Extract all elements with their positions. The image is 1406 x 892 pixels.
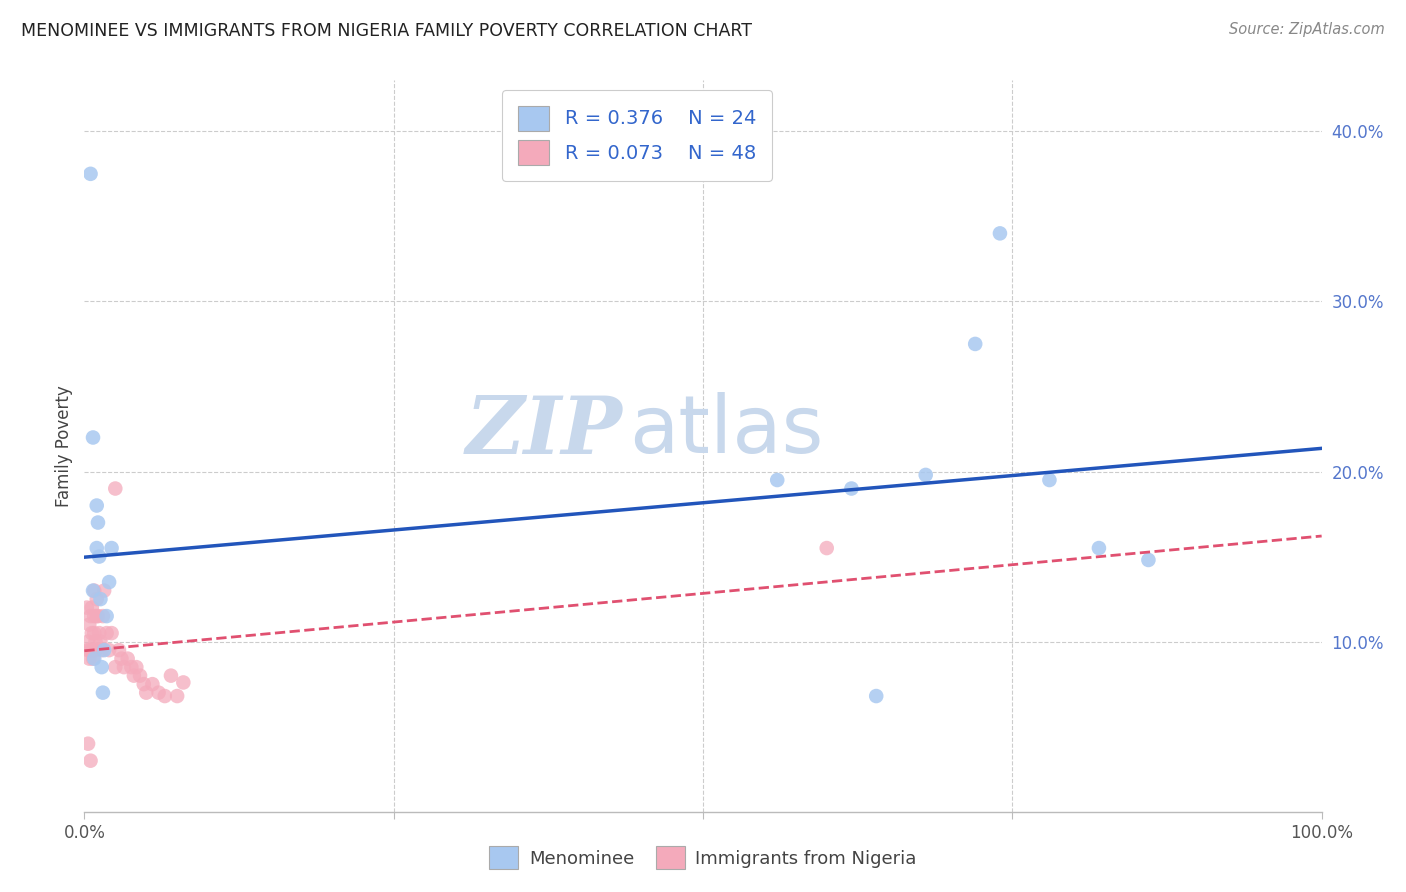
Point	[1137, 553, 1160, 567]
Text: Source: ZipAtlas.com: Source: ZipAtlas.com	[1229, 22, 1385, 37]
Point	[79, 609, 101, 624]
Point	[86, 609, 108, 624]
Point	[100, 626, 122, 640]
Point	[1038, 473, 1060, 487]
Point	[104, 660, 127, 674]
Legend: R = 0.376    N = 24, R = 0.073    N = 48: R = 0.376 N = 24, R = 0.073 N = 48	[502, 90, 772, 181]
Point	[766, 473, 789, 487]
Point	[89, 626, 111, 640]
Point	[91, 609, 114, 624]
Point	[815, 541, 838, 555]
Point	[988, 227, 1011, 241]
Point	[160, 668, 183, 682]
Text: atlas: atlas	[628, 392, 823, 470]
Point	[166, 689, 188, 703]
Point	[87, 516, 110, 530]
Point	[79, 651, 101, 665]
Point	[82, 583, 104, 598]
Point	[108, 643, 131, 657]
Point	[112, 660, 135, 674]
Point	[125, 660, 148, 674]
Point	[914, 467, 936, 482]
Y-axis label: Family Poverty: Family Poverty	[55, 385, 73, 507]
Point	[86, 592, 108, 607]
Point	[90, 643, 112, 657]
Point	[79, 754, 101, 768]
Point	[132, 677, 155, 691]
Point	[148, 686, 170, 700]
Point	[83, 626, 105, 640]
Point	[865, 689, 887, 703]
Point	[117, 651, 139, 665]
Point	[172, 675, 194, 690]
Point	[82, 430, 104, 444]
Point	[77, 634, 100, 648]
Point	[89, 634, 111, 648]
Point	[135, 686, 157, 700]
Point	[120, 660, 142, 674]
Point	[93, 583, 115, 598]
Point	[129, 668, 152, 682]
Point	[76, 600, 98, 615]
Point	[83, 583, 105, 598]
Point	[86, 541, 108, 555]
Point	[110, 651, 132, 665]
Point	[96, 626, 118, 640]
Point	[84, 634, 107, 648]
Point	[91, 686, 114, 700]
Point	[153, 689, 176, 703]
Point	[93, 643, 115, 657]
Text: ZIP: ZIP	[465, 392, 623, 470]
Point	[965, 337, 987, 351]
Point	[96, 609, 118, 624]
Text: MENOMINEE VS IMMIGRANTS FROM NIGERIA FAMILY POVERTY CORRELATION CHART: MENOMINEE VS IMMIGRANTS FROM NIGERIA FAM…	[21, 22, 752, 40]
Point	[84, 643, 107, 657]
Point	[82, 643, 104, 657]
Point	[79, 643, 101, 657]
Point	[87, 609, 110, 624]
Point	[83, 651, 105, 665]
Point	[89, 592, 111, 607]
Point	[80, 626, 103, 640]
Point	[79, 167, 101, 181]
Point	[77, 737, 100, 751]
Point	[841, 482, 863, 496]
Point	[98, 643, 121, 657]
Point	[86, 499, 108, 513]
Point	[77, 643, 100, 657]
Point	[79, 617, 101, 632]
Point	[83, 609, 105, 624]
Point	[100, 541, 122, 555]
Legend: Menominee, Immigrants from Nigeria: Menominee, Immigrants from Nigeria	[479, 838, 927, 879]
Point	[104, 482, 127, 496]
Point	[80, 600, 103, 615]
Point	[141, 677, 163, 691]
Point	[90, 660, 112, 674]
Point	[82, 651, 104, 665]
Point	[122, 668, 145, 682]
Point	[1088, 541, 1111, 555]
Point	[98, 575, 121, 590]
Point	[89, 549, 111, 564]
